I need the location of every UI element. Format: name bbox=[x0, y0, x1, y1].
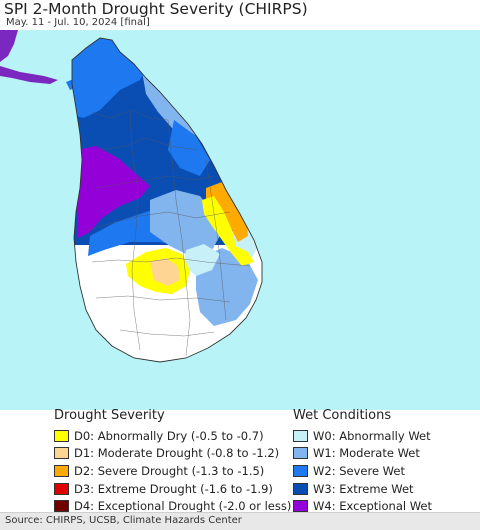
swatch-d3 bbox=[54, 482, 69, 495]
drought-map bbox=[0, 30, 480, 410]
drought-legend-title: Drought Severity bbox=[54, 408, 165, 423]
legend-label-d0: D0: Abnormally Dry (-0.5 to -0.7) bbox=[74, 428, 264, 443]
legend-label-d4: D4: Exceptional Drought (-2.0 or less) bbox=[74, 499, 292, 514]
legend-item-w0: W0: Abnormally Wet bbox=[293, 427, 432, 445]
map-subtitle: May. 11 - Jul. 10, 2024 [final] bbox=[6, 17, 150, 28]
zone-w0-southeast bbox=[184, 244, 220, 276]
legend-label-w3: W3: Extreme Wet bbox=[313, 481, 414, 496]
swatch-d0 bbox=[54, 429, 69, 442]
island-outline bbox=[71, 37, 263, 363]
legend-item-w3: W3: Extreme Wet bbox=[293, 480, 432, 498]
legend-label-w4: W4: Exceptional Wet bbox=[313, 499, 432, 514]
legend-label-w1: W1: Moderate Wet bbox=[313, 446, 420, 461]
wet-legend: Wet Conditions W0: Abnormally Wet W1: Mo… bbox=[293, 408, 432, 515]
zone-w2-east bbox=[168, 120, 210, 176]
legend-item-w1: W1: Moderate Wet bbox=[293, 445, 432, 463]
drought-legend: Drought Severity D0: Abnormally Dry (-0.… bbox=[54, 408, 291, 515]
legend-label-d3: D3: Extreme Drought (-1.6 to -1.9) bbox=[74, 481, 273, 496]
wet-legend-title: Wet Conditions bbox=[293, 408, 392, 423]
map-title: SPI 2-Month Drought Severity (CHIRPS) bbox=[4, 0, 308, 18]
legend-item-d2: D2: Severe Drought (-1.3 to -1.5) bbox=[54, 462, 291, 480]
legend-item-w4: W4: Exceptional Wet bbox=[293, 497, 432, 515]
zone-d1-central bbox=[150, 258, 180, 286]
district-boundaries bbox=[87, 109, 251, 357]
swatch-w2 bbox=[293, 464, 308, 477]
legend-label-w0: W0: Abnormally Wet bbox=[313, 428, 431, 443]
swatch-w0 bbox=[293, 429, 308, 442]
india-coast bbox=[0, 66, 58, 84]
legend-label-d2: D2: Severe Drought (-1.3 to -1.5) bbox=[74, 463, 265, 478]
legend-item-d3: D3: Extreme Drought (-1.6 to -1.9) bbox=[54, 480, 291, 498]
legend-item-d0: D0: Abnormally Dry (-0.5 to -0.7) bbox=[54, 427, 291, 445]
swatch-d1 bbox=[54, 447, 69, 460]
swatch-w3 bbox=[293, 482, 308, 495]
legend-label-w2: W2: Severe Wet bbox=[313, 463, 405, 478]
zone-d0-east bbox=[202, 196, 254, 266]
swatch-d4 bbox=[54, 500, 69, 513]
swatch-w1 bbox=[293, 447, 308, 460]
legend-item-w2: W2: Severe Wet bbox=[293, 462, 432, 480]
legend-label-d1: D1: Moderate Drought (-0.8 to -1.2) bbox=[74, 446, 280, 461]
source-footer: Source: CHIRPS, UCSB, Climate Hazards Ce… bbox=[0, 512, 480, 530]
zone-w4-northwest bbox=[76, 146, 150, 238]
legend-item-d4: D4: Exceptional Drought (-2.0 or less) bbox=[54, 497, 291, 515]
swatch-d2 bbox=[54, 464, 69, 477]
source-text: Source: CHIRPS, UCSB, Climate Hazards Ce… bbox=[5, 515, 242, 526]
legend-item-d1: D1: Moderate Drought (-0.8 to -1.2) bbox=[54, 445, 291, 463]
india-landmass bbox=[0, 30, 18, 62]
swatch-w4 bbox=[293, 500, 308, 513]
